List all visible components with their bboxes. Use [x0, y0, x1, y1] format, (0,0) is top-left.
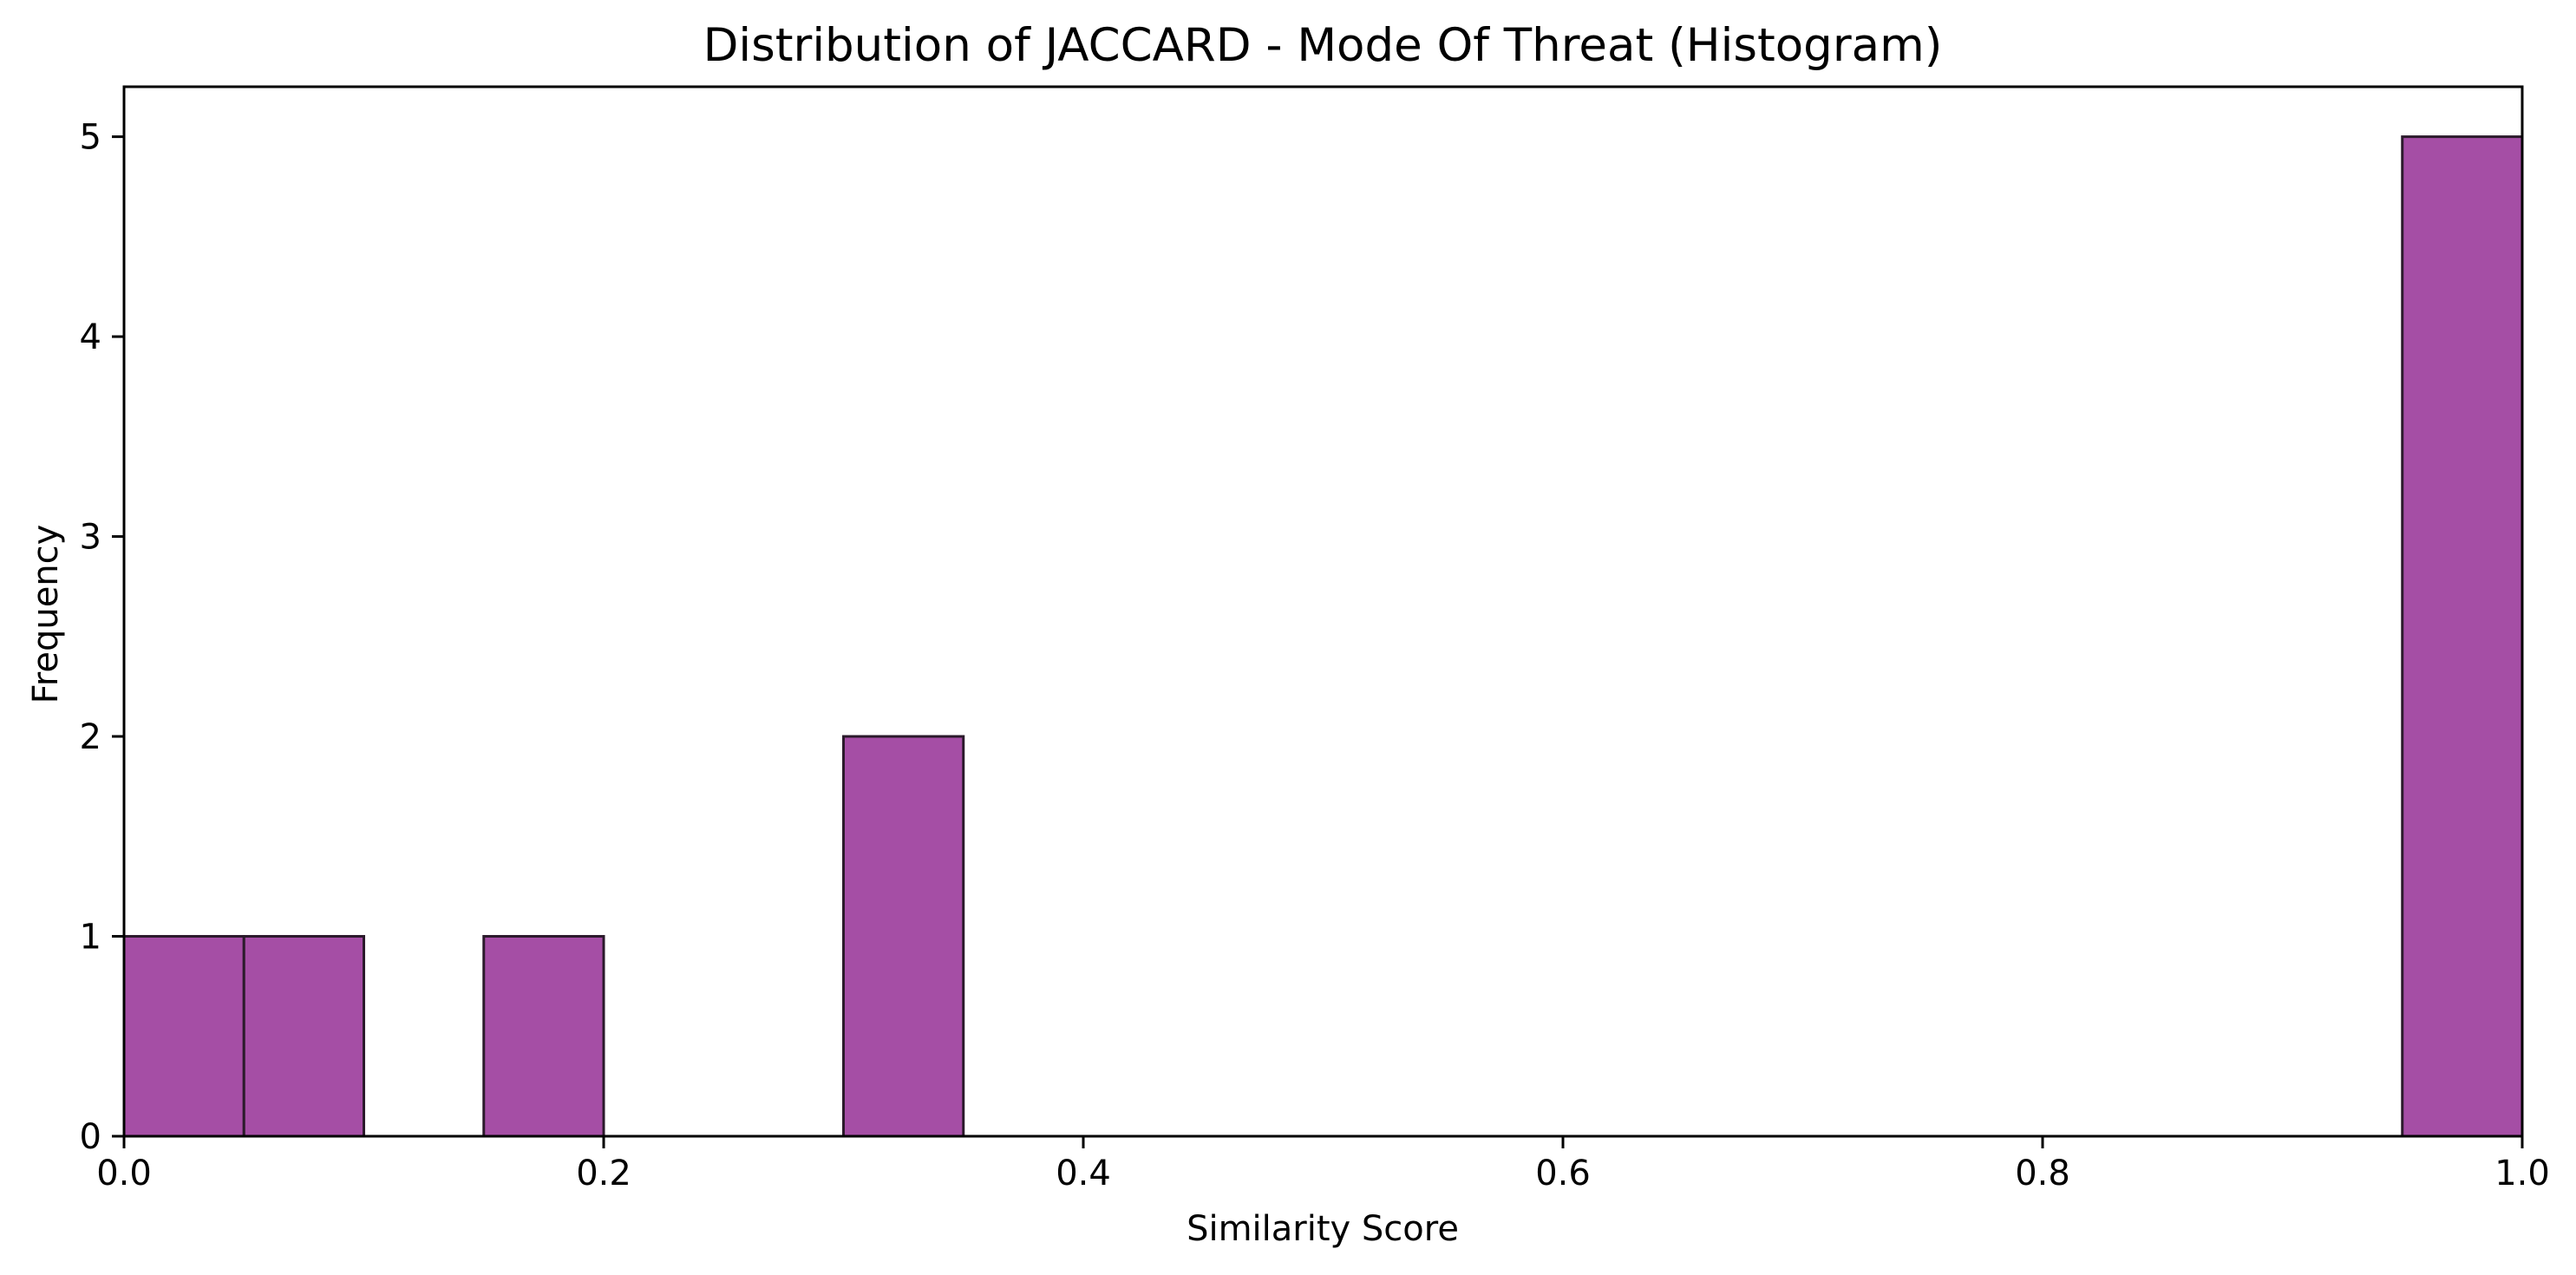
- x-axis: 0.0 0.2 0.4 0.6 0.8 1.0: [96, 1136, 2550, 1193]
- x-tick-label: 0.2: [576, 1154, 631, 1193]
- y-tick-label: 0: [80, 1117, 101, 1157]
- bars-group: [122, 135, 2524, 1138]
- y-tick-label: 2: [80, 717, 101, 757]
- y-tick-label: 1: [80, 918, 101, 958]
- y-tick-label: 4: [80, 317, 101, 357]
- y-axis: 0 1 2 3 4 5: [80, 118, 124, 1157]
- x-tick-label: 1.0: [2494, 1154, 2550, 1193]
- y-tick-label: 5: [80, 118, 101, 158]
- x-tick-label: 0.0: [96, 1154, 152, 1193]
- plot-frame: [122, 85, 2524, 1138]
- chart-title: Distribution of JACCARD - Mode Of Threat…: [703, 19, 1943, 72]
- x-axis-label: Similarity Score: [1187, 1209, 1459, 1249]
- histogram-bar: [842, 735, 965, 1138]
- histogram-bar: [2401, 135, 2524, 1138]
- x-tick-label: 0.8: [2015, 1154, 2070, 1193]
- histogram-bar: [242, 935, 365, 1138]
- x-tick-label: 0.4: [1056, 1154, 1111, 1193]
- y-tick-label: 3: [80, 518, 101, 558]
- y-axis-label: Frequency: [26, 525, 66, 704]
- histogram-bar: [122, 935, 245, 1138]
- x-tick-label: 0.6: [1535, 1154, 1591, 1193]
- plot-area: 0.0 0.2 0.4 0.6 0.8 1.0 0 1 2 3 4 5: [80, 85, 2550, 1193]
- histogram-bar: [482, 935, 605, 1138]
